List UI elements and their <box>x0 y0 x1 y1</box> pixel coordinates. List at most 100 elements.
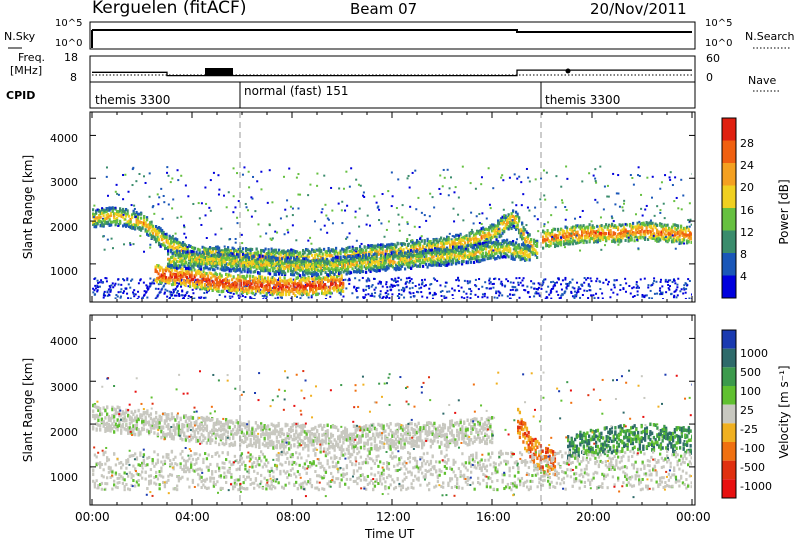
power-cell <box>280 293 283 297</box>
power-cell <box>268 279 271 283</box>
power-noise-cell <box>642 295 645 298</box>
power-cell <box>251 261 254 265</box>
power-cell <box>114 220 117 224</box>
power-cell <box>470 237 473 241</box>
power-cell <box>319 277 322 281</box>
power-noise-cell <box>488 277 491 280</box>
power-noise-cell <box>413 294 416 297</box>
power-cell <box>399 242 402 246</box>
power-cell <box>323 258 326 262</box>
power-noise-cell <box>511 288 514 291</box>
power-cell <box>195 280 198 284</box>
power-cell <box>465 234 468 238</box>
power-cell <box>219 279 222 283</box>
power-cell <box>395 263 398 267</box>
power-cell <box>440 246 443 250</box>
power-cell <box>317 254 320 258</box>
power-cell <box>512 209 515 213</box>
power-cell <box>138 226 141 230</box>
power-noise-cell <box>96 289 99 292</box>
power-noise-cell <box>628 284 631 287</box>
power-cell <box>293 249 296 253</box>
power-cell <box>477 238 480 242</box>
power-noise-cell <box>420 286 423 289</box>
power-noise-cell <box>477 288 480 291</box>
power-cell <box>313 279 316 283</box>
power-cell <box>384 259 387 263</box>
power-cell <box>528 233 531 237</box>
power-cell <box>375 250 378 254</box>
power-cell <box>192 250 195 254</box>
power-cell <box>207 247 210 251</box>
power-cell <box>414 245 417 249</box>
power-cell <box>390 264 393 268</box>
power-noise-cell <box>371 284 374 287</box>
power-noise-cell <box>521 284 524 287</box>
power-noise-cell <box>688 279 691 282</box>
power-cell <box>441 239 444 243</box>
power-cell <box>342 248 345 252</box>
power-cell <box>174 257 177 261</box>
power-cell <box>253 283 256 287</box>
power-cell <box>248 256 251 260</box>
power-cell <box>350 271 353 275</box>
power-noise-cell <box>550 287 553 290</box>
power-noise-cell <box>466 280 469 283</box>
power-cell <box>152 227 155 231</box>
power-cell <box>295 286 298 290</box>
power-cell <box>458 236 461 240</box>
power-cell <box>249 264 252 268</box>
power-noise-cell <box>560 294 563 297</box>
power-cell <box>417 240 420 244</box>
power-cell <box>158 226 161 230</box>
power-cell <box>501 219 504 223</box>
power-cell <box>216 261 219 265</box>
power-cell <box>315 268 318 272</box>
power-cell <box>195 250 198 254</box>
power-noise-cell <box>542 281 545 284</box>
power-noise-cell <box>550 297 553 299</box>
power-cell <box>269 268 272 272</box>
power-cell <box>282 251 285 255</box>
power-noise-cell <box>141 296 144 299</box>
power-cell <box>261 265 264 269</box>
power-noise-cell <box>544 278 547 281</box>
power-cell <box>389 249 392 253</box>
power-cell <box>216 247 219 251</box>
power-cell <box>341 265 344 269</box>
power-noise-cell <box>434 293 437 296</box>
power-noise-cell <box>153 282 156 285</box>
power-cell <box>299 251 302 255</box>
power-cell <box>286 279 289 283</box>
power-cell <box>257 271 260 275</box>
power-cell <box>236 255 239 259</box>
power-cell <box>197 247 200 251</box>
power-cell <box>257 253 260 257</box>
power-cell <box>246 253 249 257</box>
power-cell <box>194 257 197 261</box>
power-cell <box>494 233 497 237</box>
power-cell <box>510 214 513 218</box>
power-cell <box>287 269 290 273</box>
power-cell <box>369 263 372 267</box>
power-cell <box>267 278 270 282</box>
power-noise-cell <box>232 292 235 295</box>
power-cell <box>401 257 404 261</box>
power-noise-cell <box>385 295 388 298</box>
power-cell <box>200 254 203 258</box>
power-cell <box>337 279 340 283</box>
power-cell <box>101 221 104 225</box>
power-noise-cell <box>295 295 298 298</box>
power-cell <box>331 286 334 290</box>
power-cell <box>183 259 186 263</box>
power-noise-cell <box>122 278 125 281</box>
power-cell <box>359 260 362 264</box>
power-cell <box>320 272 323 276</box>
power-cell <box>198 266 201 270</box>
power-cell <box>261 249 264 253</box>
power-cell <box>213 274 216 278</box>
power-cell <box>431 243 434 247</box>
power-noise-cell <box>145 290 148 293</box>
power-cell <box>384 252 387 256</box>
power-noise-cell <box>583 277 586 280</box>
